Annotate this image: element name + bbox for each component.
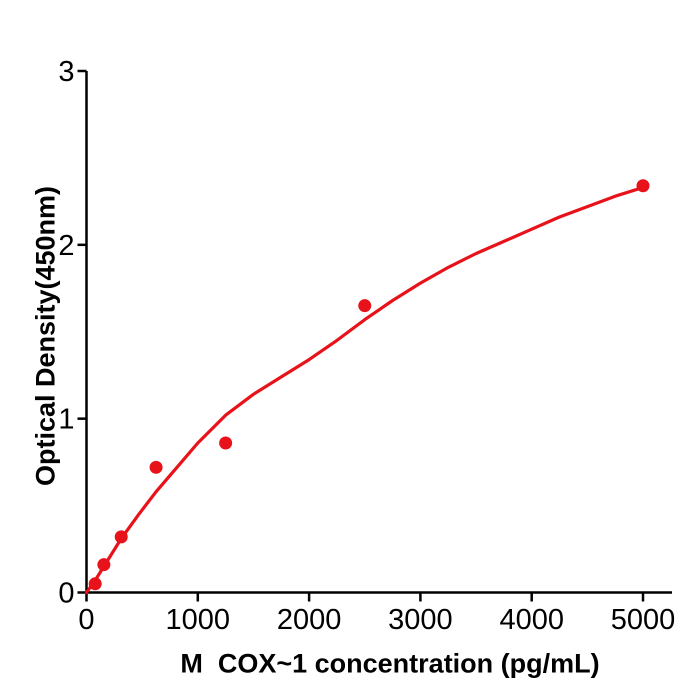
data-point	[88, 577, 102, 591]
data-point	[219, 436, 233, 450]
x-tick-label: 4000	[499, 604, 564, 636]
y-axis-label: Optical Density(450nm)	[30, 185, 61, 487]
data-point	[149, 460, 163, 474]
y-tick-label: 3	[58, 56, 74, 88]
x-tick-label: 3000	[388, 604, 453, 636]
x-tick-label: 2000	[277, 604, 342, 636]
x-tick-label: 5000	[611, 604, 676, 636]
x-axis-label: M COX~1 concentration (pg/mL)	[180, 648, 600, 679]
data-point	[636, 179, 650, 193]
x-tick-label: 0	[78, 604, 94, 636]
data-point	[114, 530, 128, 544]
y-tick-label: 0	[58, 578, 74, 610]
y-tick-label: 2	[58, 230, 74, 262]
y-tick-label: 1	[58, 404, 74, 436]
data-point	[358, 299, 372, 313]
axis-spines	[85, 71, 672, 594]
data-point	[97, 558, 111, 572]
fit-curve-line	[84, 185, 645, 595]
x-tick-label: 1000	[166, 604, 231, 636]
